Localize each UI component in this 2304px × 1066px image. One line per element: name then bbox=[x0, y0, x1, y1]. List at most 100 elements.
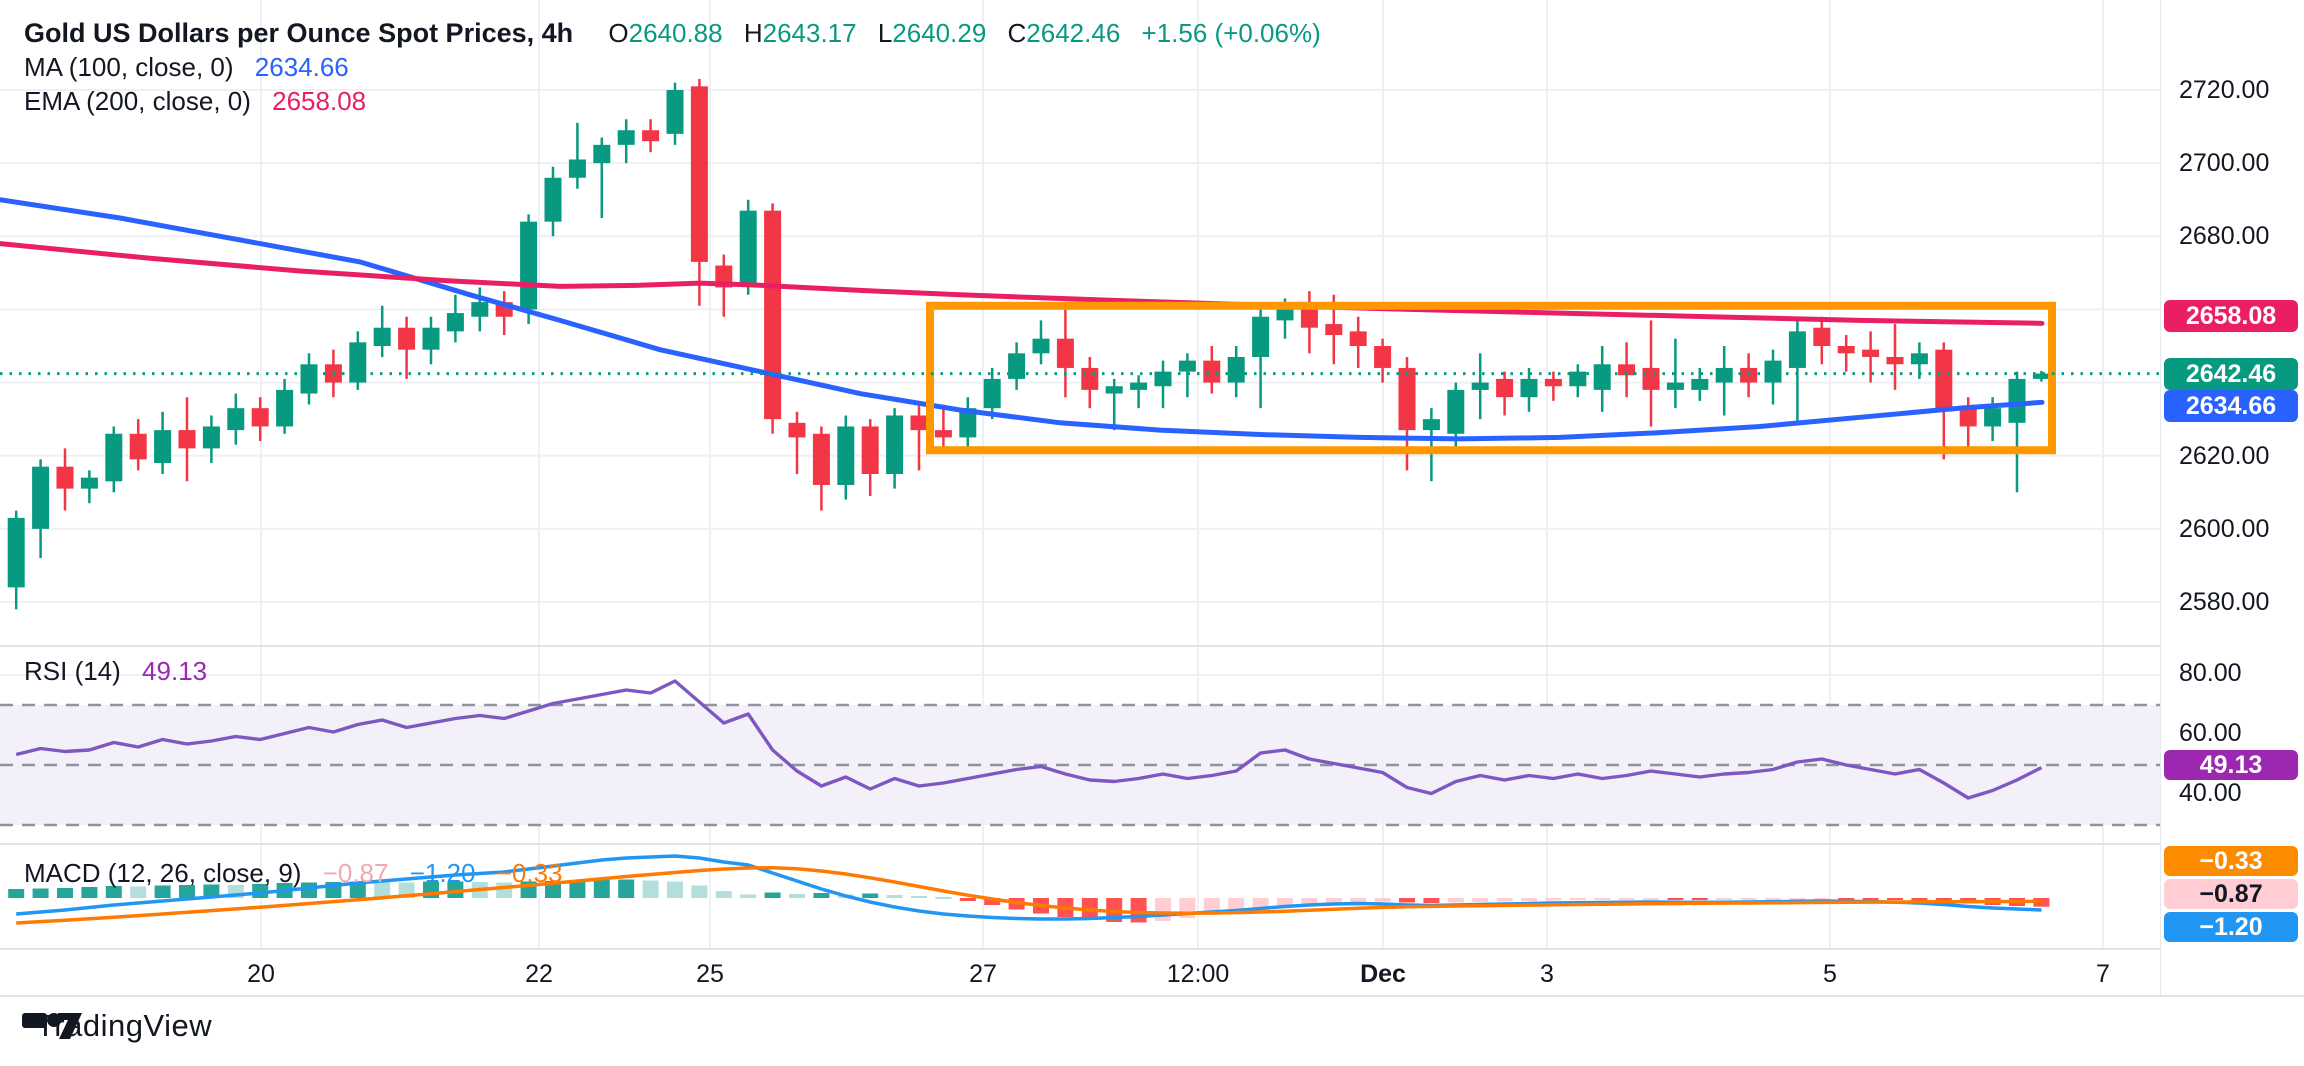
ema-legend-row[interactable]: EMA (200, close, 0) 2658.08 bbox=[24, 84, 1321, 118]
rsi-pane[interactable] bbox=[0, 645, 2160, 845]
macd-hist-bar bbox=[81, 887, 98, 898]
tradingview-logo-icon bbox=[22, 1013, 82, 1039]
macd-hist-bar bbox=[1252, 898, 1269, 910]
macd-hist-bar bbox=[1789, 898, 1806, 900]
time-axis-label: 22 bbox=[525, 960, 553, 988]
macd-hist-bar bbox=[1521, 898, 1537, 901]
candle bbox=[1154, 371, 1172, 387]
price-axis[interactable]: 2658.08 2642.46 2634.66 49.13 −0.33 −0.8… bbox=[2160, 0, 2304, 995]
macd-hist-bar bbox=[1765, 898, 1781, 900]
time-axis-label: 7 bbox=[2096, 960, 2110, 988]
macd-legend[interactable]: MACD (12, 26, close, 9) −0.87 −1.20 −0.3… bbox=[24, 856, 563, 890]
candle bbox=[1276, 309, 1294, 321]
macd-hist-bar bbox=[1130, 898, 1147, 923]
macd-hist-bar bbox=[1838, 898, 1855, 900]
candle bbox=[1593, 364, 1611, 390]
candle bbox=[1227, 356, 1245, 383]
time-axis-label: 25 bbox=[696, 960, 724, 988]
macd-hist-bar bbox=[447, 881, 464, 898]
candle bbox=[1471, 382, 1489, 390]
low-value: 2640.29 bbox=[892, 18, 987, 48]
macd-hist-bar bbox=[935, 897, 952, 899]
macd-hist-bar bbox=[1691, 898, 1708, 901]
symbol-legend[interactable]: Gold US Dollars per Ounce Spot Prices, 4… bbox=[24, 16, 1321, 118]
macd-hist-badge: −0.87 bbox=[2164, 879, 2298, 909]
candle bbox=[764, 210, 782, 420]
macd-hist-value: −0.87 bbox=[322, 858, 389, 888]
candle bbox=[276, 389, 294, 427]
macd-hist-bar bbox=[1594, 898, 1611, 900]
candle bbox=[202, 426, 220, 449]
candle bbox=[837, 426, 855, 485]
candle bbox=[1447, 389, 1465, 434]
ema-label: EMA (200, close, 0) bbox=[24, 86, 251, 116]
rsi-value: 49.13 bbox=[142, 656, 208, 686]
ma-label: MA (100, close, 0) bbox=[24, 52, 234, 82]
candle bbox=[446, 313, 464, 332]
candle bbox=[1764, 360, 1782, 383]
high-label: H bbox=[743, 18, 763, 48]
macd-hist-bar bbox=[642, 880, 659, 898]
candle bbox=[251, 408, 269, 427]
macd-hist-bar bbox=[813, 893, 830, 898]
tradingview-logo[interactable]: TradingView bbox=[22, 1008, 212, 1044]
macd-hist-bar bbox=[105, 886, 122, 898]
macd-hist-bar bbox=[1813, 898, 1830, 900]
ma100-line bbox=[0, 197, 2045, 442]
macd-hist-bar bbox=[618, 879, 635, 898]
macd-hist-bar bbox=[1862, 898, 1879, 900]
macd-signal-value: −0.33 bbox=[496, 858, 563, 888]
rsi-axis-label: 60.00 bbox=[2179, 719, 2242, 747]
macd-hist-bar bbox=[1618, 898, 1635, 900]
candle bbox=[1130, 382, 1148, 390]
macd-hist-bar bbox=[1423, 898, 1440, 903]
candle bbox=[1398, 367, 1416, 431]
symbol-title: Gold US Dollars per Ounce Spot Prices, 4… bbox=[24, 18, 574, 48]
macd-hist-bar bbox=[1569, 898, 1586, 901]
price-axis-label: 2680.00 bbox=[2179, 222, 2270, 251]
macd-hist-bar bbox=[1399, 898, 1415, 903]
candle bbox=[739, 210, 757, 284]
macd-signal-line bbox=[16, 866, 2042, 925]
macd-hist-bar bbox=[1155, 898, 1171, 921]
close-label: C bbox=[1007, 18, 1027, 48]
time-axis-label: 3 bbox=[1540, 960, 1554, 988]
price-axis-label: 2700.00 bbox=[2179, 149, 2270, 178]
candle bbox=[373, 327, 391, 346]
macd-hist-bar bbox=[1374, 898, 1391, 902]
symbol-title-row: Gold US Dollars per Ounce Spot Prices, 4… bbox=[24, 16, 1321, 50]
candle bbox=[1569, 371, 1587, 387]
candle bbox=[1203, 360, 1221, 383]
rsi-value-badge: 49.13 bbox=[2164, 750, 2298, 780]
candle bbox=[1496, 378, 1514, 398]
ema-value: 2658.08 bbox=[272, 86, 367, 116]
macd-hist-bar bbox=[1935, 898, 1952, 902]
macd-hist-bar bbox=[789, 894, 805, 898]
high-value: 2643.17 bbox=[762, 18, 857, 48]
macd-hist-bar bbox=[1277, 898, 1293, 907]
macd-hist-bar bbox=[715, 891, 732, 898]
candle bbox=[1081, 367, 1099, 390]
macd-hist-bar bbox=[1496, 898, 1513, 902]
macd-hist-bar bbox=[593, 879, 610, 898]
candle bbox=[1008, 353, 1026, 379]
macd-pane[interactable] bbox=[0, 843, 2160, 950]
candle bbox=[1984, 408, 2002, 427]
candle bbox=[1691, 378, 1709, 390]
macd-hist-bar bbox=[691, 885, 708, 898]
candle bbox=[1935, 349, 1953, 409]
candle bbox=[471, 302, 489, 317]
time-axis[interactable]: 20 22 25 27 12:00 Dec 3 5 7 bbox=[0, 948, 2160, 995]
macd-hist-bar bbox=[1740, 898, 1757, 900]
candle bbox=[568, 159, 586, 178]
time-axis-label: 12:00 bbox=[1166, 960, 1230, 988]
candle bbox=[910, 415, 928, 431]
candle bbox=[934, 430, 952, 438]
price-pane[interactable] bbox=[0, 0, 2160, 645]
macd-hist-bar bbox=[1545, 898, 1562, 901]
candle bbox=[1422, 419, 1440, 431]
rsi-legend[interactable]: RSI (14) 49.13 bbox=[24, 654, 207, 688]
macd-hist-bar bbox=[179, 885, 195, 898]
rsi-line bbox=[15, 679, 2043, 800]
ma-legend-row[interactable]: MA (100, close, 0) 2634.66 bbox=[24, 50, 1321, 84]
